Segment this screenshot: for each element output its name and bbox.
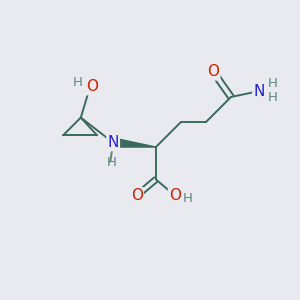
Text: O: O xyxy=(131,188,143,203)
Text: H: H xyxy=(72,76,82,89)
Text: O: O xyxy=(87,79,99,94)
Text: O: O xyxy=(207,64,219,80)
Text: O: O xyxy=(169,188,181,203)
Text: H: H xyxy=(267,91,277,104)
Text: H: H xyxy=(107,156,117,169)
Polygon shape xyxy=(112,138,156,147)
Text: N: N xyxy=(253,84,265,99)
Text: H: H xyxy=(182,192,192,205)
Text: H: H xyxy=(267,77,277,90)
Text: N: N xyxy=(107,135,119,150)
